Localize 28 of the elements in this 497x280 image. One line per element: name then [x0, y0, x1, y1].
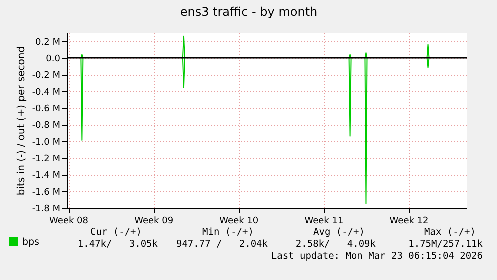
x-tick-label: Week 12 [390, 216, 429, 226]
x-tick-label: Week 10 [220, 216, 259, 226]
y-tick-label: 0.0 [46, 54, 61, 64]
y-tick-label: -1.2 M [32, 154, 60, 164]
text: 2.58k/ 4.09k [296, 239, 376, 251]
text: Avg (-/+) [314, 227, 365, 239]
text: Last update: Mon Mar 23 06:15:04 2026 [271, 251, 483, 263]
text: 1.75M/257.11k [408, 239, 483, 251]
text: Cur (-/+) [90, 227, 142, 239]
text: 947.77 / 2.04k [176, 239, 268, 251]
y-tick-label: -0.6 M [32, 104, 60, 114]
x-tick-label: Week 08 [50, 216, 89, 226]
y-tick-label: 0.2 M [36, 38, 60, 48]
text: Min (-/+) [202, 227, 254, 239]
y-tick-label: -0.2 M [32, 71, 60, 82]
legend-label: bps [22, 236, 40, 248]
chart-title: ens3 traffic - by month [180, 5, 318, 19]
y-axis-title: bits in (-) / out (+) per second [16, 46, 28, 196]
y-tick-label: -1.8 M [32, 204, 60, 214]
text: Max (-/+) [424, 227, 476, 239]
y-tick-label: -0.4 M [32, 88, 60, 98]
text: 1.47k/ 3.05k [78, 239, 158, 251]
y-tick-label: -1.0 M [32, 138, 60, 148]
y-tick-label: -0.8 M [32, 121, 60, 132]
y-tick-label: -1.4 M [32, 171, 60, 182]
x-tick-label: Week 09 [134, 216, 174, 226]
y-tick-label: -1.6 M [32, 188, 60, 198]
x-tick-label: Week 11 [304, 216, 344, 226]
